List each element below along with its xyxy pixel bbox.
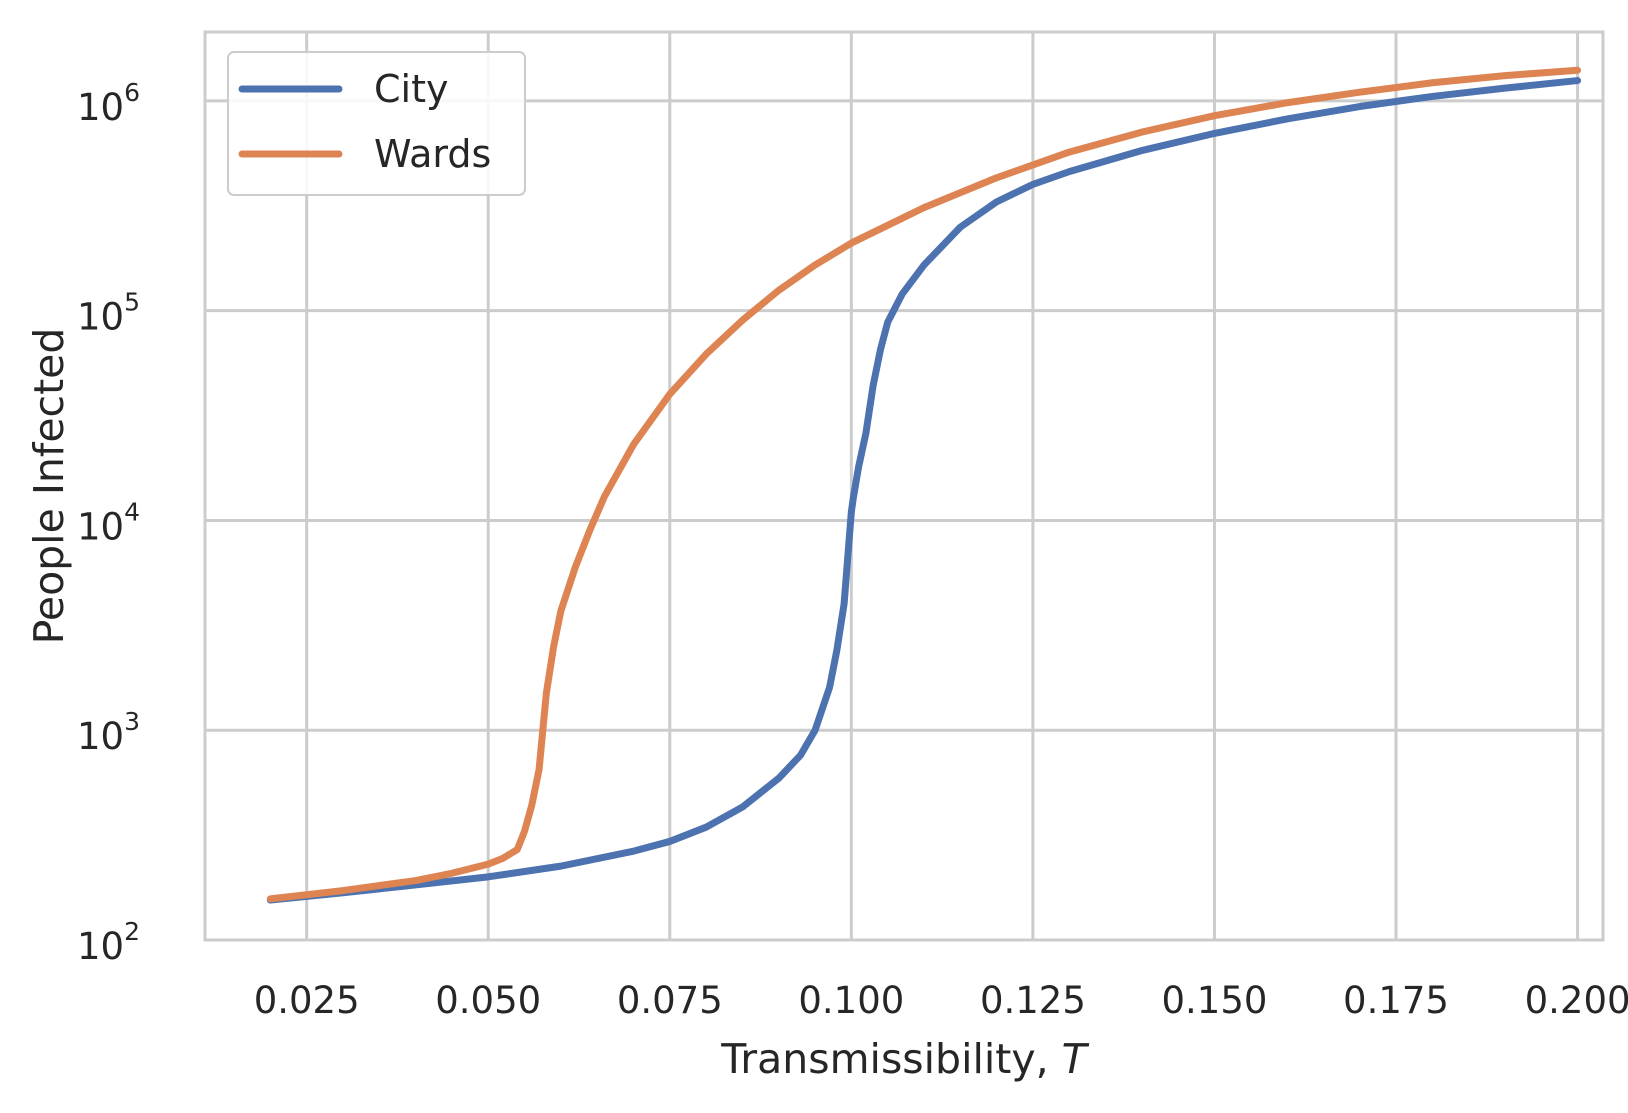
y-axis-title: People Infected (25, 328, 73, 645)
grid-lines (205, 32, 1603, 940)
x-tick-label: 0.025 (254, 979, 360, 1022)
y-tick-label: 103 (77, 707, 140, 758)
series-line-wards (266, 66, 1582, 903)
x-axis-title: Transmissibility, T (720, 1035, 1089, 1083)
x-tick-label: 0.175 (1343, 979, 1449, 1022)
y-tick-label: 102 (77, 917, 140, 968)
y-tick-label: 106 (77, 78, 140, 129)
x-tick-label: 0.200 (1525, 979, 1628, 1022)
x-tick-label: 0.150 (1161, 979, 1267, 1022)
x-tick-label: 0.075 (617, 979, 723, 1022)
y-tick-label: 104 (77, 497, 140, 548)
x-tick-label: 0.125 (980, 979, 1086, 1022)
x-tick-label: 0.050 (435, 979, 541, 1022)
legend-label-city: City (374, 67, 448, 111)
plot-frame (203, 30, 1605, 942)
x-axis-ticks: 0.025 0.050 0.075 0.100 0.125 0.150 0.175 0.200 (254, 979, 1628, 1022)
x-tick-label: 0.100 (798, 979, 904, 1022)
y-axis-ticks: 102 103 104 105 106 (77, 78, 140, 968)
series-layer (266, 66, 1582, 904)
legend: City Wards (227, 51, 526, 196)
legend-label-wards: Wards (374, 132, 491, 176)
series-line-city (266, 77, 1582, 904)
y-tick-label: 105 (77, 288, 140, 339)
